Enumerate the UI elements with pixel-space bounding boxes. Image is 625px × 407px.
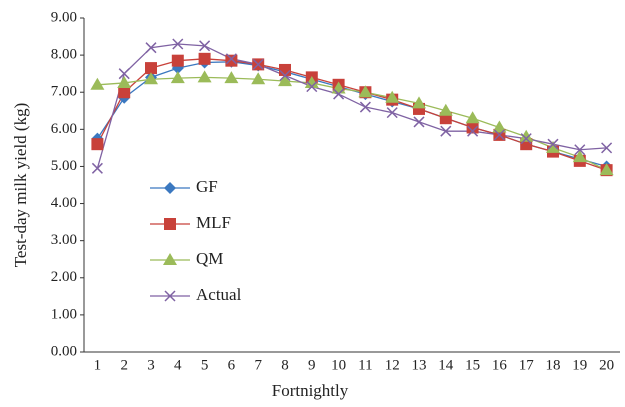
marker bbox=[198, 52, 211, 65]
x-tick-label: 14 bbox=[438, 357, 454, 373]
y-tick-label: 1.00 bbox=[51, 306, 77, 322]
marker bbox=[145, 42, 157, 54]
series-line bbox=[97, 76, 607, 171]
marker bbox=[412, 96, 426, 109]
marker bbox=[465, 111, 480, 124]
marker bbox=[164, 182, 176, 194]
marker bbox=[466, 121, 479, 134]
x-tick-label: 2 bbox=[120, 357, 128, 373]
marker bbox=[386, 107, 398, 119]
marker bbox=[164, 290, 176, 302]
marker bbox=[385, 90, 400, 103]
legend-label: MLF bbox=[196, 213, 231, 232]
x-tick-label: 12 bbox=[385, 357, 400, 373]
y-tick-label: 0.00 bbox=[51, 343, 77, 359]
legend-label: Actual bbox=[196, 285, 242, 304]
marker bbox=[358, 85, 373, 98]
marker bbox=[252, 58, 264, 70]
x-tick-label: 17 bbox=[519, 357, 535, 373]
x-tick-label: 3 bbox=[147, 357, 155, 373]
marker bbox=[547, 138, 559, 150]
marker bbox=[438, 103, 453, 116]
marker bbox=[413, 116, 425, 128]
marker bbox=[199, 40, 211, 52]
marker bbox=[440, 125, 452, 137]
marker bbox=[91, 162, 103, 174]
y-tick-label: 7.00 bbox=[51, 84, 77, 100]
x-axis-label: Fortnightly bbox=[272, 381, 349, 400]
y-axis-label: Test-day milk yield (kg) bbox=[11, 103, 30, 268]
x-tick-label: 15 bbox=[465, 357, 480, 373]
marker bbox=[599, 163, 614, 176]
x-tick-label: 18 bbox=[546, 357, 561, 373]
x-tick-label: 4 bbox=[174, 357, 182, 373]
marker bbox=[333, 88, 345, 100]
y-tick-label: 8.00 bbox=[51, 47, 77, 63]
y-tick-label: 2.00 bbox=[51, 269, 77, 285]
marker bbox=[306, 81, 318, 93]
marker bbox=[145, 62, 157, 75]
x-tick-label: 8 bbox=[281, 357, 289, 373]
marker bbox=[171, 54, 184, 67]
marker bbox=[225, 54, 238, 67]
marker bbox=[224, 71, 239, 84]
x-tick-label: 7 bbox=[254, 357, 262, 373]
x-tick-label: 13 bbox=[412, 357, 427, 373]
marker bbox=[359, 101, 371, 113]
x-tick-label: 9 bbox=[308, 357, 316, 373]
y-tick-label: 3.00 bbox=[51, 232, 77, 248]
legend: GF MLF QM Actual bbox=[150, 177, 242, 304]
marker bbox=[164, 218, 176, 230]
marker bbox=[118, 68, 130, 80]
legend-label: QM bbox=[196, 249, 223, 268]
marker bbox=[197, 70, 212, 83]
y-tick-label: 6.00 bbox=[51, 121, 77, 137]
marker bbox=[493, 129, 505, 141]
marker bbox=[601, 142, 613, 154]
x-tick-label: 1 bbox=[94, 357, 102, 373]
marker bbox=[279, 63, 291, 76]
marker bbox=[117, 75, 132, 88]
marker bbox=[225, 53, 237, 65]
x-tick-label: 19 bbox=[572, 357, 587, 373]
marker bbox=[118, 86, 131, 99]
x-tick-label: 6 bbox=[228, 357, 236, 373]
marker bbox=[144, 72, 158, 85]
marker bbox=[278, 74, 292, 87]
y-tick-label: 9.00 bbox=[51, 9, 77, 25]
legend-label: GF bbox=[196, 177, 218, 196]
marker bbox=[572, 150, 587, 163]
x-tick-label: 10 bbox=[331, 357, 346, 373]
x-tick-label: 11 bbox=[358, 357, 372, 373]
series-line bbox=[96, 58, 607, 171]
marker bbox=[279, 69, 291, 82]
marker bbox=[574, 144, 586, 156]
marker bbox=[304, 75, 319, 88]
x-tick-label: 5 bbox=[201, 357, 209, 373]
x-tick-label: 20 bbox=[599, 357, 614, 373]
marker bbox=[467, 125, 479, 137]
marker bbox=[91, 138, 104, 151]
marker bbox=[546, 140, 560, 153]
marker bbox=[492, 120, 507, 133]
marker bbox=[170, 71, 185, 84]
marker bbox=[90, 77, 105, 90]
marker bbox=[520, 133, 532, 145]
marker bbox=[172, 38, 184, 50]
y-tick-label: 5.00 bbox=[51, 158, 77, 174]
marker bbox=[251, 72, 266, 85]
marker bbox=[519, 129, 534, 142]
marker bbox=[163, 253, 177, 265]
y-tick-label: 4.00 bbox=[51, 195, 77, 211]
series-line bbox=[96, 61, 607, 168]
x-tick-label: 16 bbox=[492, 357, 508, 373]
